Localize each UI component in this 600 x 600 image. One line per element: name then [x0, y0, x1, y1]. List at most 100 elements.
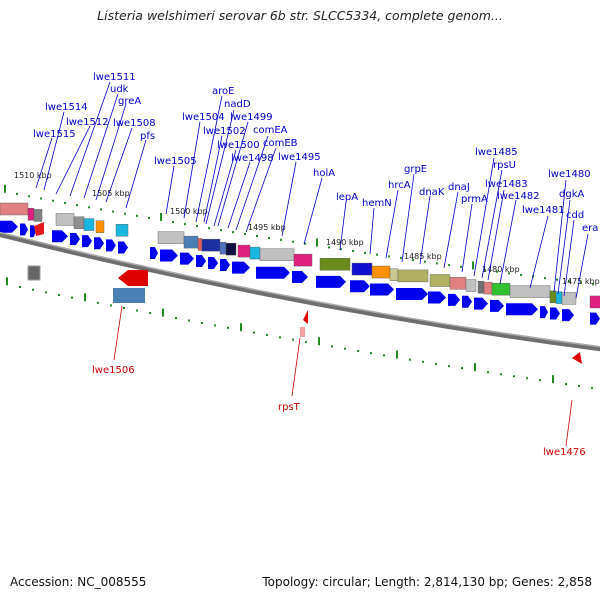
cds-arrow [462, 295, 472, 308]
cds-arrow [550, 307, 560, 320]
cds-arrow [256, 266, 290, 279]
gene-label[interactable]: comEA [253, 125, 288, 136]
scale-tick [316, 238, 318, 247]
gene-label[interactable]: lwe1482 [497, 191, 540, 202]
gene-label[interactable]: lwe1498 [231, 153, 274, 164]
scale-tick [496, 270, 498, 273]
gene-label[interactable]: rpsT [278, 402, 301, 413]
cds-arrow [428, 291, 446, 304]
gene-label[interactable]: lwe1514 [45, 102, 88, 113]
gene-label[interactable]: lwe1515 [33, 129, 76, 140]
gene-label[interactable]: rpsU [493, 160, 516, 171]
gene-label[interactable]: lwe1499 [230, 112, 273, 123]
scale-tick [383, 354, 385, 357]
cds-arrow [106, 239, 116, 252]
cds-arrow [232, 261, 250, 274]
gene-label[interactable]: era [582, 223, 598, 234]
gene-label[interactable]: udk [110, 84, 129, 95]
gene-label[interactable]: lwe1506 [92, 365, 135, 376]
scale-tick [266, 333, 268, 336]
gene-label[interactable]: greA [118, 96, 141, 107]
gene-label[interactable]: lwe1502 [203, 126, 246, 137]
cds-arrow [448, 293, 460, 306]
scale-tick [279, 336, 281, 339]
gene-label[interactable]: lwe1512 [66, 117, 109, 128]
feature-block [197, 238, 203, 251]
gene-label[interactable]: lwe1476 [543, 447, 586, 458]
gene-label[interactable]: grpE [404, 164, 427, 175]
kbp-scale: 1510 kbp 1505 kbp 1500 kbp 1495 kbp 1490… [14, 171, 600, 286]
gene-label[interactable]: lwe1480 [548, 169, 591, 180]
gene-label[interactable]: lwe1505 [154, 156, 197, 167]
feature-block [115, 224, 129, 237]
scale-tick [409, 358, 411, 361]
cds-arrow [94, 237, 104, 250]
scale-tick [580, 281, 582, 284]
scale-tick [412, 258, 414, 261]
gene-label[interactable]: lwe1495 [278, 152, 321, 163]
cds-arrow [196, 254, 206, 267]
gene-label[interactable]: holA [313, 168, 335, 179]
cds-track [0, 220, 600, 325]
gene-label[interactable]: nadD [224, 99, 251, 110]
gene-label[interactable]: dnaJ [448, 182, 470, 193]
scale-tick [136, 309, 138, 312]
kbp-label: 1500 kbp [170, 207, 208, 216]
scale-tick [396, 350, 398, 359]
scale-tick [552, 375, 554, 384]
scale-tick [422, 360, 424, 363]
scale-tick [16, 193, 18, 196]
feature-block [319, 257, 351, 271]
gene-label[interactable]: lwe1508 [113, 118, 156, 129]
scale-tick [305, 340, 307, 343]
reverse-feature [34, 222, 44, 236]
gene-label[interactable]: lwe1485 [475, 147, 518, 158]
gene-label[interactable]: cdd [566, 210, 584, 221]
scale-tick [424, 260, 426, 263]
cds-arrow [506, 303, 538, 316]
feature-block [95, 220, 105, 233]
gene-label[interactable]: dgkA [559, 189, 584, 200]
feature-block [259, 248, 295, 261]
scale-tick [4, 184, 6, 193]
gene-label[interactable]: hemN [362, 198, 392, 209]
gene-label[interactable]: lwe1511 [93, 72, 136, 83]
gene-label[interactable]: comEB [263, 138, 298, 149]
scale-tick [196, 225, 198, 228]
gene-label[interactable]: pfs [140, 131, 155, 142]
scale-tick [208, 227, 210, 230]
gene-label[interactable]: aroE [212, 86, 234, 97]
scale-tick [28, 195, 30, 198]
scale-tick [256, 235, 258, 238]
feature-block [225, 242, 237, 256]
gene-label[interactable]: dnaK [419, 187, 445, 198]
gene-label[interactable]: lwe1504 [182, 112, 225, 123]
gene-label[interactable]: lwe1500 [217, 140, 260, 151]
cds-arrow [396, 287, 428, 300]
scale-tick [162, 308, 164, 317]
scale-tick [435, 362, 437, 365]
scale-tick [175, 317, 177, 320]
scale-tick [112, 210, 114, 213]
scale-tick [364, 251, 366, 254]
scale-tick [244, 233, 246, 236]
gene-label[interactable]: lwe1483 [485, 179, 528, 190]
scale-tick [344, 347, 346, 350]
cds-arrow [82, 235, 92, 248]
scale-tick [84, 293, 86, 302]
gene-label[interactable]: prmA [461, 194, 488, 205]
gene-label[interactable]: lwe1481 [522, 205, 565, 216]
cds-arrow [562, 309, 574, 322]
scale-tick [172, 221, 174, 224]
cds-arrow [208, 256, 218, 269]
scale-tick [184, 223, 186, 226]
feature-block [73, 216, 85, 229]
scale-tick [32, 288, 34, 291]
gene-label[interactable]: hrcA [388, 180, 411, 191]
feature-block [157, 231, 185, 244]
scale-tick [461, 367, 463, 370]
reverse-gene-labels: lwe1506 rpsT lwe1476 [92, 365, 586, 458]
map-title: Listeria welshimeri serovar 6b str. SLCC… [97, 8, 503, 23]
gene-label[interactable]: lepA [336, 192, 358, 203]
